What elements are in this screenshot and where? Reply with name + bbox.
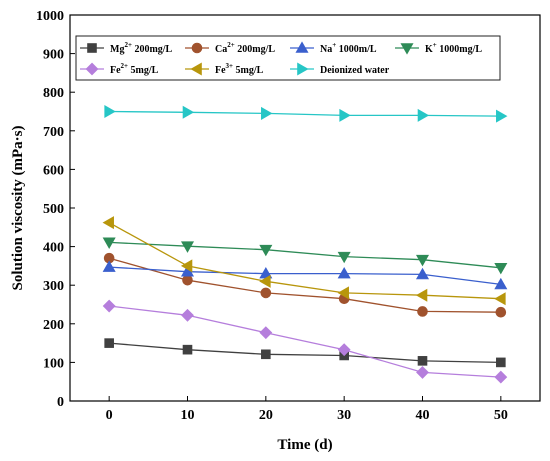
legend-label: K+ 1000mg/L <box>425 41 482 55</box>
data-point <box>182 344 193 355</box>
y-axis: 0 100 200 300 400 500 600 700 800 900 1000 <box>36 9 75 410</box>
data-point <box>417 356 428 366</box>
legend-swatch-marker <box>190 62 202 76</box>
y-tick-label: 100 <box>43 356 64 371</box>
y-tick-label: 400 <box>43 241 64 256</box>
series-line <box>109 257 501 313</box>
x-tick-label: 50 <box>494 408 508 423</box>
data-point <box>337 267 351 279</box>
data-point <box>415 288 428 302</box>
data-point <box>494 277 508 290</box>
legend-label: Fe2+ 5mg/L <box>110 62 159 76</box>
legend-label: Deionized water <box>320 65 390 76</box>
data-point <box>337 251 351 264</box>
data-point <box>102 216 114 230</box>
y-tick-label: 500 <box>43 202 64 217</box>
series-2 <box>102 260 508 290</box>
data-point <box>181 308 194 322</box>
y-tick-label: 1000 <box>36 9 64 24</box>
data-point <box>337 286 349 300</box>
data-point <box>417 306 428 317</box>
legend-label: Fe3+ 5mg/L <box>215 62 264 76</box>
data-point <box>416 366 429 379</box>
x-tick-label: 20 <box>259 408 273 423</box>
series-3 <box>102 237 508 275</box>
y-tick-label: 0 <box>57 395 64 410</box>
legend-label: Mg2+ 200mg/L <box>110 41 173 55</box>
legend-box <box>75 35 501 81</box>
y-axis-title: Solution viscosity (mPa·s) <box>10 125 26 290</box>
series-line <box>109 110 501 117</box>
series-0 <box>104 338 506 368</box>
legend-swatch-marker <box>191 42 203 54</box>
data-point <box>337 343 351 357</box>
x-tick-label: 40 <box>416 408 430 423</box>
series-6 <box>104 104 508 123</box>
data-point <box>102 237 116 249</box>
data-point <box>415 254 430 267</box>
legend: Mg2+ 200mg/L Ca2+ 200mg/L Na+ 1000m/L K+ 10… <box>75 35 501 81</box>
data-point <box>494 263 508 275</box>
series-line <box>109 241 501 269</box>
y-tick-label: 700 <box>43 125 64 140</box>
legend-entry: Na+ 1000m/L <box>290 41 377 55</box>
legend-entry: Fe3+ 5mg/L <box>185 62 264 76</box>
data-point <box>415 267 430 280</box>
y-tick-label: 800 <box>43 86 64 101</box>
y-tick-label: 600 <box>43 163 64 178</box>
x-tick-label: 10 <box>181 408 195 423</box>
y-tick-label: 300 <box>43 279 64 294</box>
data-point <box>259 326 273 340</box>
data-point <box>495 306 507 318</box>
data-point <box>182 274 193 286</box>
legend-swatch-marker <box>295 41 309 53</box>
data-point <box>104 338 114 348</box>
x-axis: 0 10 20 30 40 50 <box>106 396 508 423</box>
legend-label: Ca2+ 200mg/L <box>215 41 275 55</box>
series-line <box>108 222 501 300</box>
legend-swatch-marker <box>297 62 309 76</box>
data-point <box>182 105 195 119</box>
y-tick-label: 200 <box>43 318 64 333</box>
legend-entry: Fe2+ 5mg/L <box>80 62 159 76</box>
data-point <box>104 104 116 119</box>
data-point <box>260 287 272 299</box>
data-point <box>494 292 506 306</box>
legend-swatch-marker <box>87 43 97 53</box>
legend-entry: Deionized water <box>290 62 390 76</box>
data-point <box>339 108 351 122</box>
legend-entry: Ca2+ 200mg/L <box>185 41 275 55</box>
data-point <box>417 108 430 122</box>
legend-swatch-marker <box>400 43 414 55</box>
data-point <box>259 274 271 288</box>
legend-entry: Mg2+ 200mg/L <box>80 41 173 55</box>
data-point <box>261 349 271 360</box>
data-point <box>259 244 273 257</box>
x-axis-title: Time (d) <box>277 437 332 453</box>
series-4 <box>102 299 508 384</box>
series-1 <box>103 252 507 318</box>
data-point <box>180 241 195 253</box>
legend-label: Na+ 1000m/L <box>320 41 377 55</box>
data-point <box>102 299 116 313</box>
series-line <box>109 342 501 364</box>
legend-swatch-marker <box>85 62 99 76</box>
data-point <box>102 260 116 272</box>
data-point <box>180 259 193 273</box>
y-tick-label: 900 <box>43 48 64 63</box>
series-5 <box>102 216 506 306</box>
x-tick-label: 30 <box>337 408 351 423</box>
series-line <box>109 266 501 286</box>
data-point <box>496 109 508 123</box>
data-point <box>496 357 506 368</box>
x-tick-label: 0 <box>106 408 113 423</box>
data-point <box>494 370 508 384</box>
data-point <box>261 106 273 120</box>
series-layer <box>102 104 508 384</box>
series-line <box>109 305 501 378</box>
legend-entry: K+ 1000mg/L <box>395 41 482 55</box>
